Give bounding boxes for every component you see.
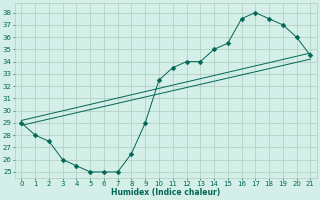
X-axis label: Humidex (Indice chaleur): Humidex (Indice chaleur) bbox=[111, 188, 220, 197]
